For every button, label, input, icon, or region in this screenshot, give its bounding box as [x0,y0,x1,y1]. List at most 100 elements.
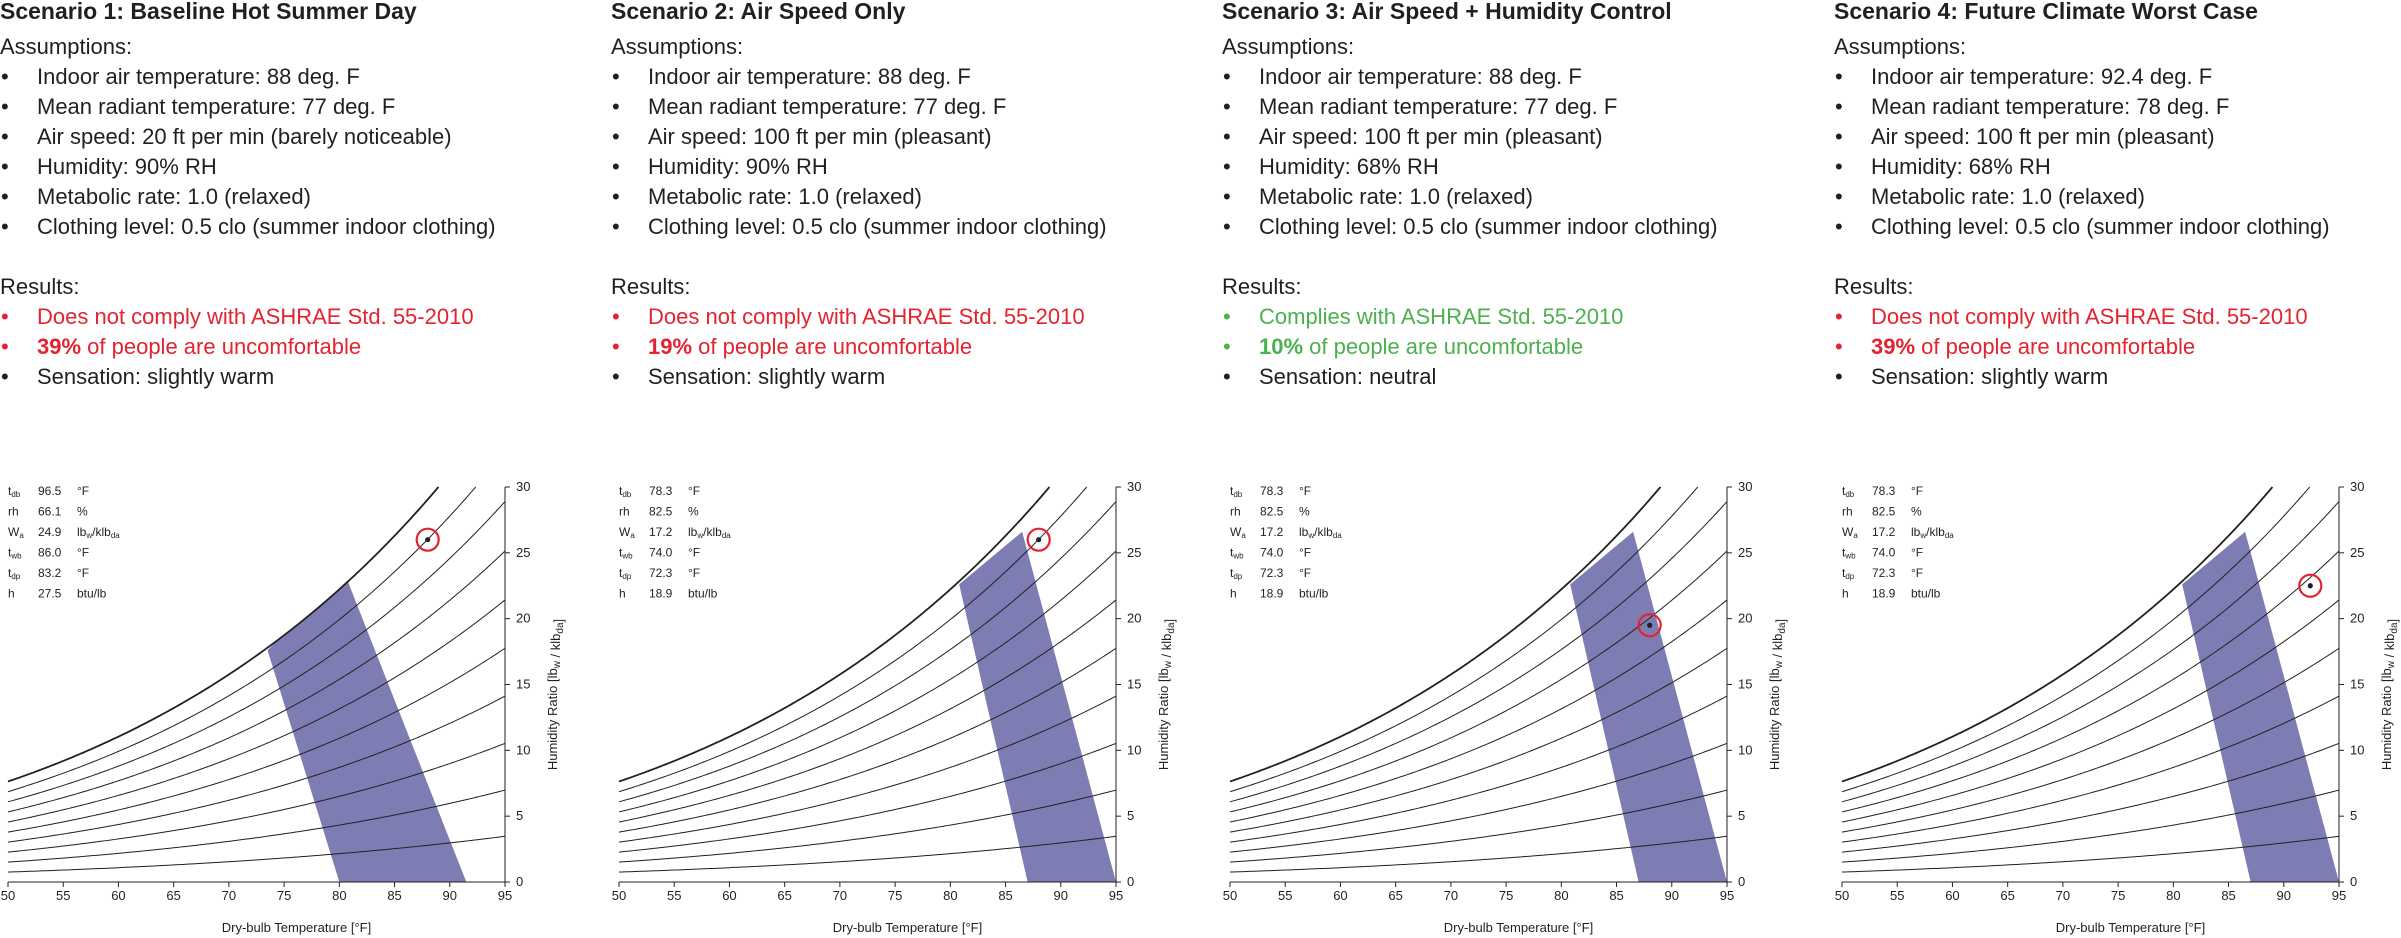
y-label-part: / klb [1770,634,1785,661]
readout-label-main: t [1842,566,1846,580]
x-tick-label: 70 [222,888,236,903]
readout-label-tdb: tdb [1842,484,1855,499]
y-tick-label: 25 [1127,545,1141,560]
x-tick-label: 70 [2056,888,2070,903]
uncomfortable-percent: 10% [1259,334,1304,359]
readout-label-h: h [8,587,15,601]
readout-unit-h: btu/lb [1911,587,1941,601]
readout-value-tdp: 72.3 [1260,566,1284,580]
assumptions-list: Indoor air temperature: 92.4 deg. F Mean… [1834,62,2401,242]
rh-curve-80 [1229,501,1728,803]
rh-curve-50 [618,647,1117,833]
uncomfortable-text: of people are uncomfortable [81,334,362,359]
x-tick-label: 65 [777,888,791,903]
assumption-item: Humidity: 90% RH [0,152,590,182]
comfort-zone [959,531,1116,882]
readout-unit-twb: °F [688,546,700,560]
readout-value-twb: 74.0 [649,546,673,560]
scenario-text: Scenario 2: Air Speed Only Assumptions: … [611,0,1201,392]
readout-label-main: rh [1842,505,1853,519]
readout-value-tdp: 72.3 [649,566,673,580]
rh-curve-80 [1841,501,2340,803]
rh-curve-60 [1841,599,2340,823]
rh-curve-20 [1841,789,2340,863]
readout-label-main: h [1842,587,1849,601]
x-tick-label: 65 [166,888,180,903]
assumption-item: Mean radiant temperature: 78 deg. F [1834,92,2401,122]
readout-value-rh: 82.5 [1872,505,1896,519]
rh-curve-90 [618,486,1088,793]
x-axis-label: Dry-bulb Temperature [°F] [1444,920,1593,935]
readout-label-sub: db [11,490,20,499]
assumptions-heading: Assumptions: [1834,34,1967,59]
compliance-result: Does not comply with ASHRAE Std. 55-2010 [0,302,590,332]
results-list: Does not comply with ASHRAE Std. 55-2010… [1834,302,2401,392]
readout-label-main: W [619,525,631,539]
readout-value-tdb: 78.3 [649,484,673,498]
readout-label-main: t [1842,546,1846,560]
readout-value-rh: 82.5 [1260,505,1284,519]
x-tick-label: 75 [2111,888,2125,903]
readout-label-tdp: tdp [1842,566,1855,581]
x-tick-label: 95 [1720,888,1734,903]
unit-sub: w [1307,531,1314,540]
assumption-item: Mean radiant temperature: 77 deg. F [0,92,590,122]
x-tick-label: 85 [387,888,401,903]
unit-sub: da [722,531,731,540]
x-tick-label: 75 [888,888,902,903]
y-tick-label: 20 [1127,611,1141,626]
readout-value-tdb: 78.3 [1260,484,1284,498]
readout-unit-wa: lbw/klbda [688,525,731,540]
unit-sub: w [85,531,92,540]
assumption-item: Air speed: 20 ft per min (barely noticea… [0,122,590,152]
assumption-item: Indoor air temperature: 88 deg. F [611,62,1201,92]
readout-label-main: t [1842,484,1846,498]
rh-curve-90 [1841,486,2311,793]
compliance-result: Complies with ASHRAE Std. 55-2010 [1222,302,1812,332]
unit-part: lb [688,525,698,539]
scenario-panel-2: Scenario 2: Air Speed Only Assumptions: … [611,0,1211,938]
rh-curve-50 [7,647,506,833]
scenario-panel-3: Scenario 3: Air Speed + Humidity Control… [1222,0,1822,938]
assumption-item: Metabolic rate: 1.0 (relaxed) [0,182,590,212]
y-label-sub: w [1163,660,1174,669]
x-tick-label: 90 [1665,888,1679,903]
y-label-part: ] [1162,619,1177,623]
rh-curve-90 [1229,486,1699,793]
readout-label-tdp: tdp [8,566,21,581]
uncomfortable-percent: 39% [1871,334,1916,359]
assumption-item: Clothing level: 0.5 clo (summer indoor c… [1834,212,2401,242]
unit-part: /klb [703,525,722,539]
y-label-part: ] [2385,619,2400,623]
rh-curve-10 [1841,835,2340,873]
unit-part: /klb [92,525,111,539]
readout-value-rh: 82.5 [649,505,673,519]
state-point-dot [2307,583,2313,589]
y-tick-label: 25 [516,545,530,560]
scenario-panel-1: Scenario 1: Baseline Hot Summer Day Assu… [0,0,600,938]
rh-curve-30 [1841,742,2340,853]
assumption-item: Clothing level: 0.5 clo (summer indoor c… [0,212,590,242]
comfort-zone [1570,531,1727,882]
rh-curve-60 [7,599,506,823]
readout-value-rh: 66.1 [38,505,62,519]
x-tick-label: 95 [2332,888,2346,903]
y-axis-label: Humidity Ratio [lbw / klbda] [1767,619,1788,770]
assumption-item: Clothing level: 0.5 clo (summer indoor c… [611,212,1201,242]
rh-curve-80 [7,501,506,803]
x-tick-label: 95 [1109,888,1123,903]
readout-label-main: t [1230,484,1234,498]
y-tick-label: 0 [516,874,523,889]
x-tick-label: 55 [56,888,70,903]
readout-label-h: h [1842,587,1849,601]
readout-value-tdp: 83.2 [38,566,62,580]
y-label-part: Humidity Ratio [lb [545,668,560,770]
y-tick-label: 10 [2350,742,2364,757]
y-tick-label: 10 [1738,742,1752,757]
x-tick-label: 55 [1278,888,1292,903]
readout-label-rh: rh [8,505,19,519]
state-point-dot [425,537,431,543]
x-tick-label: 85 [2221,888,2235,903]
y-label-part: / klb [548,634,563,661]
readout-value-twb: 74.0 [1260,546,1284,560]
